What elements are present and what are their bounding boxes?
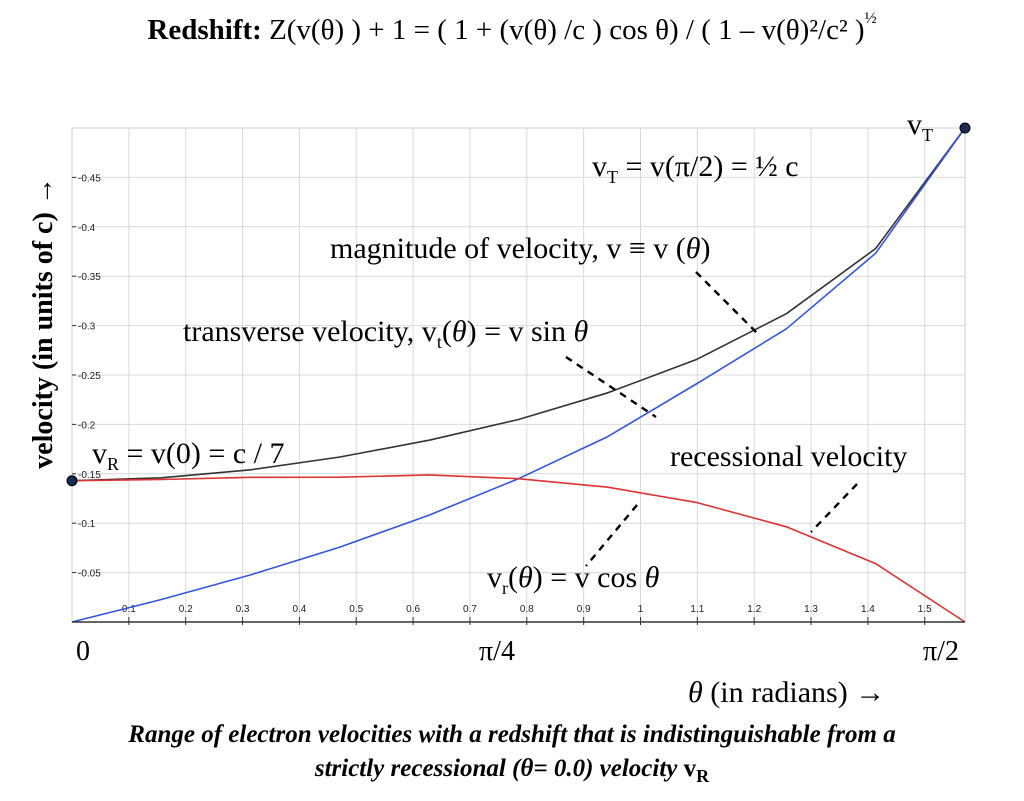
equation-exponent: ½ — [864, 10, 877, 27]
y-tick-label: -0.05 — [78, 569, 101, 580]
vr-leader — [585, 504, 638, 567]
vT-point — [959, 122, 971, 134]
y-tick-label: -0.2 — [78, 420, 96, 431]
caption-line-1: Range of electron velocities with a reds… — [128, 721, 896, 748]
y-tick-label: -0.4 — [78, 223, 96, 234]
x-tick-label: 0.7 — [463, 604, 477, 615]
end-points — [66, 122, 971, 487]
series-lines — [71, 127, 966, 623]
x-tick-label: 1.3 — [804, 604, 818, 615]
transverse-label: transverse velocity, vt(θ) = v sin θ — [183, 315, 589, 352]
x-tick-label: 1.2 — [747, 604, 761, 615]
y-tick-label: -0.15 — [78, 470, 101, 481]
x-tick-label: 0.5 — [349, 604, 363, 615]
vT-point-label: vT — [907, 108, 933, 145]
recessional-leader — [810, 483, 858, 533]
major-x-labels: 0 π/4 π/2 — [76, 636, 959, 667]
x-label-pi-over-2: π/2 — [923, 636, 959, 667]
magnitude-label: magnitude of velocity, v ≡ v (θ) — [330, 232, 711, 265]
x-tick-label: 0.6 — [406, 604, 420, 615]
y-tick-label: -0.35 — [78, 272, 101, 283]
recessional-label: recessional velocity — [670, 440, 908, 473]
x-label-zero: 0 — [76, 636, 90, 667]
vT-equation: vT = v(π/2) = ½ c — [592, 150, 799, 187]
equation-formula: Z(v(θ) ) + 1 = ( 1 + (v(θ) /c ) cos θ) /… — [269, 14, 865, 46]
y-axis-label: velocity (in units of c) → — [28, 177, 59, 469]
vR-point — [66, 475, 78, 487]
x-tick-label: 1.5 — [918, 604, 932, 615]
y-tick-label: -0.3 — [78, 322, 96, 333]
x-tick-label: 1 — [638, 604, 644, 615]
vR-equation: vR = v(0) = c / 7 — [92, 437, 285, 474]
x-tick-label: 0.4 — [292, 604, 306, 615]
x-axis-label: θ (in radians) → — [688, 676, 886, 709]
caption-line-2: strictly recessional (θ= 0.0) velocity v… — [314, 755, 710, 786]
equation-prefix: Redshift: — [147, 14, 262, 46]
x-tick-label: 1.1 — [690, 604, 704, 615]
redshift-equation: Redshift: Z(v(θ) ) + 1 = ( 1 + (v(θ) /c … — [0, 10, 1024, 47]
x-tick-label: 0.3 — [236, 604, 250, 615]
x-tick-label: 0.2 — [179, 604, 193, 615]
x-tick-label: 1.4 — [861, 604, 875, 615]
x-tick-label: 0.9 — [577, 604, 591, 615]
transverse-leader — [565, 356, 657, 418]
x-label-pi-over-4: π/4 — [479, 636, 515, 667]
caption: Range of electron velocities with a reds… — [0, 718, 1024, 793]
grid — [72, 128, 965, 622]
recessional-curve — [71, 474, 966, 623]
y-tick-label: -0.45 — [78, 173, 101, 184]
y-tick-label: -0.1 — [78, 519, 96, 530]
x-tick-label: 0.1 — [122, 604, 136, 615]
ticks: 0.1 0.2 0.3 0.4 0.5 0.6 0.7 0.8 0.9 1 1.1 1.2 1.3 1.4… — [72, 173, 932, 625]
magnitude-curve — [71, 127, 966, 482]
y-tick-label: -0.25 — [78, 371, 101, 382]
vr-equation: vr(θ) = v cos θ — [487, 561, 660, 598]
magnitude-leader — [695, 271, 759, 335]
x-tick-label: 0.8 — [520, 604, 534, 615]
caption-line-2-text: strictly recessional (θ= 0.0) velocity — [314, 755, 678, 782]
annotation-leaders — [565, 271, 858, 567]
